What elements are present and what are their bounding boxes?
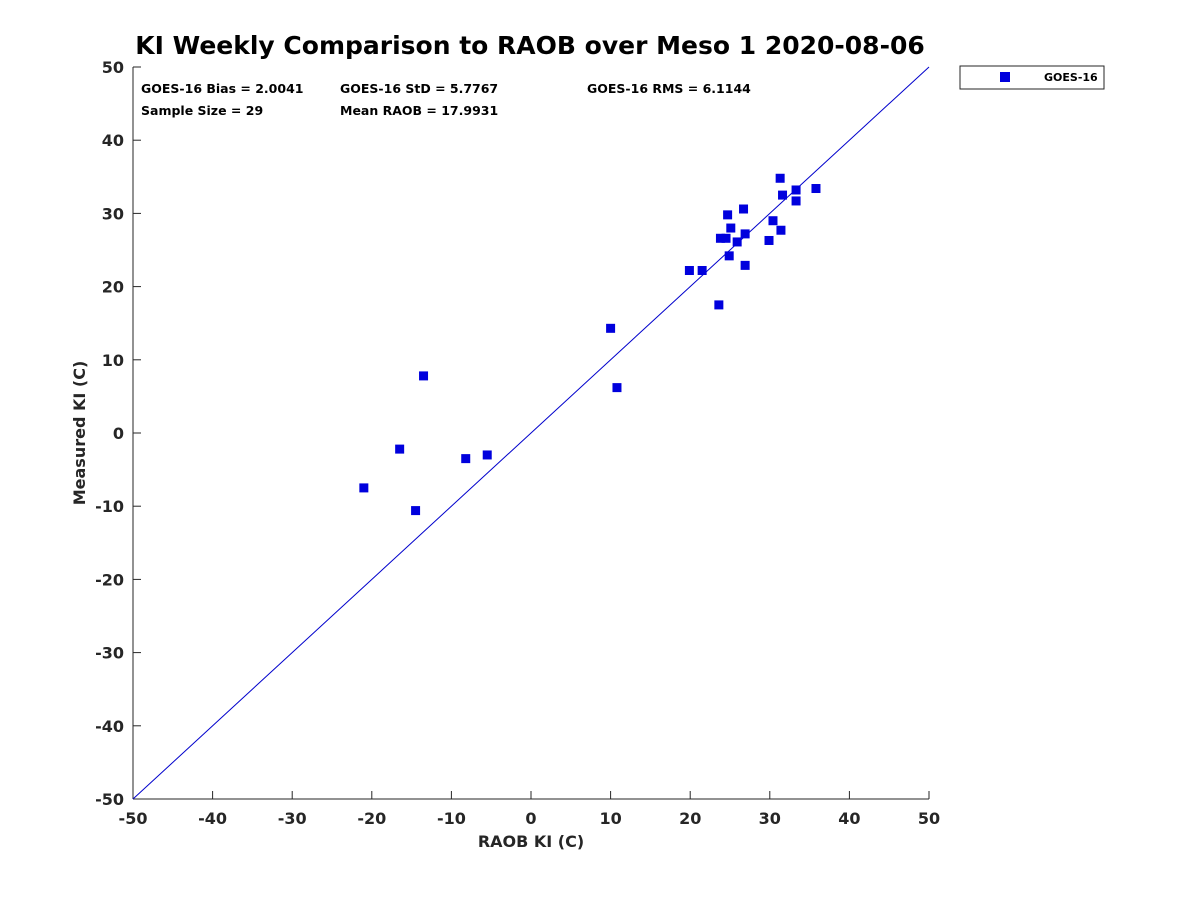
stats-annotations: GOES-16 Bias = 2.0041 GOES-16 StD = 5.77… <box>141 81 751 118</box>
one-to-one-line <box>132 66 930 800</box>
data-point <box>726 223 736 233</box>
reference-line-group <box>132 66 930 800</box>
y-tick-label: -10 <box>95 497 124 516</box>
y-axis-ticks: -50 -40 -30 -20 -10 0 10 20 30 40 50 <box>95 58 141 809</box>
y-tick-label: -30 <box>95 644 124 663</box>
data-point <box>684 265 694 275</box>
x-tick-label: 10 <box>599 809 621 828</box>
data-point <box>776 225 786 235</box>
y-tick-label: 20 <box>102 278 124 297</box>
data-point <box>461 454 471 464</box>
y-tick-label: 30 <box>102 204 124 223</box>
data-point <box>715 233 725 243</box>
data-point <box>740 229 750 239</box>
x-tick-label: 0 <box>525 809 536 828</box>
x-tick-label: 50 <box>918 809 940 828</box>
data-point <box>721 233 731 243</box>
data-point <box>612 383 622 393</box>
data-point <box>811 184 821 194</box>
x-tick-label: -50 <box>119 809 148 828</box>
stat-std: GOES-16 StD = 5.7767 <box>340 81 498 96</box>
data-point <box>775 173 785 183</box>
data-point <box>791 185 801 195</box>
x-tick-label: -10 <box>437 809 466 828</box>
y-tick-label: 40 <box>102 131 124 150</box>
data-point <box>768 216 778 226</box>
y-tick-label: 0 <box>113 424 124 443</box>
data-point <box>791 196 801 206</box>
data-point <box>732 237 742 247</box>
data-point <box>724 251 734 261</box>
data-points <box>359 173 821 516</box>
legend: GOES-16 <box>959 65 1105 90</box>
legend-marker <box>1000 72 1010 82</box>
y-tick-label: -40 <box>95 717 124 736</box>
data-point <box>359 483 369 493</box>
chart-title: KI Weekly Comparison to RAOB over Meso 1… <box>135 31 924 60</box>
data-point <box>778 190 788 200</box>
data-point <box>395 444 405 454</box>
data-point <box>482 450 492 460</box>
data-point <box>697 265 707 275</box>
y-axis-label: Measured KI (C) <box>70 361 89 506</box>
legend-label: GOES-16 <box>1044 71 1098 84</box>
x-tick-label: -30 <box>278 809 307 828</box>
data-point <box>740 260 750 270</box>
x-tick-label: -20 <box>357 809 386 828</box>
y-tick-label: 50 <box>102 58 124 77</box>
x-tick-label: -40 <box>198 809 227 828</box>
x-tick-label: 30 <box>759 809 781 828</box>
stat-bias: GOES-16 Bias = 2.0041 <box>141 81 303 96</box>
data-point <box>714 300 724 310</box>
x-axis-ticks: -50 -40 -30 -20 -10 0 10 20 30 40 50 <box>119 791 940 828</box>
data-point <box>764 235 774 245</box>
data-point <box>411 506 421 516</box>
data-point <box>419 371 429 381</box>
data-point <box>723 210 733 220</box>
y-tick-label: 10 <box>102 351 124 370</box>
data-point <box>606 323 616 333</box>
x-tick-label: 20 <box>679 809 701 828</box>
stat-mean-raob: Mean RAOB = 17.9931 <box>340 103 498 118</box>
stat-sample-size: Sample Size = 29 <box>141 103 263 118</box>
x-tick-label: 40 <box>838 809 860 828</box>
y-tick-label: -50 <box>95 790 124 809</box>
y-tick-label: -20 <box>95 570 124 589</box>
data-point <box>739 204 749 214</box>
legend-box <box>959 65 1105 90</box>
stat-rms: GOES-16 RMS = 6.1144 <box>587 81 751 96</box>
x-axis-label: RAOB KI (C) <box>478 832 584 851</box>
